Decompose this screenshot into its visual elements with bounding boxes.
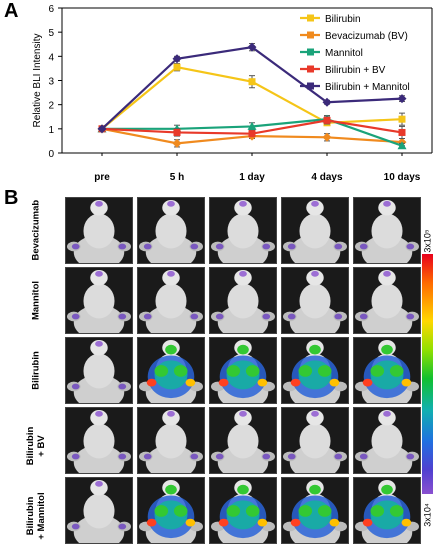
data-point [247,42,257,52]
mouse-bli-image [353,337,421,404]
mouse-bli-image [281,407,349,474]
row-label: Mannitol [30,280,42,321]
mouse-bli-image [65,407,133,474]
data-point [172,138,182,148]
panel-b-letter: B [4,187,19,209]
data-point [247,121,257,130]
colorbar [422,254,433,494]
legend-marker [307,82,314,90]
data-point [172,54,182,64]
data-point [322,97,332,107]
mouse-bli-image [209,197,277,264]
legend-label: Bevacizumab (BV) [325,31,408,42]
legend-label: Bilirubin [325,14,361,25]
mouse-bli-image [353,477,421,544]
mouse-bli-image [281,337,349,404]
data-point [398,115,406,123]
legend-label: Mannitol [325,48,363,59]
y-tick-label: 1 [48,125,54,136]
colorbar-min-label: 3x10⁴ [422,503,433,527]
y-tick-label: 4 [48,52,54,63]
mouse-bli-image [209,337,277,404]
y-tick-label: 6 [48,4,54,15]
colorbar-max-label: 3x10⁵ [422,229,433,253]
row-label: Bilirubin [30,351,42,390]
data-point [173,63,181,71]
y-tick-label: 2 [48,101,54,112]
data-point [323,116,331,124]
mouse-bli-image [209,267,277,334]
legend-marker [307,65,314,73]
x-tick-label: 5 h [170,172,184,183]
mouse-bli-image [65,337,133,404]
y-tick-label: 5 [48,28,54,39]
mouse-bli-image [281,267,349,334]
data-point [248,78,256,86]
mouse-bli-image [281,197,349,264]
mouse-bli-image [353,407,421,474]
mouse-bli-image [353,197,421,264]
row-label: Bevacizumab [30,199,42,261]
mouse-bli-image [137,337,205,404]
data-point [397,94,407,104]
panel-a-letter: A [4,0,19,22]
mouse-bli-image [65,267,133,334]
mouse-bli-image [137,267,205,334]
mouse-bli-image [137,407,205,474]
y-axis-label: Relative BLI Intensity [32,34,43,128]
mouse-bli-image [353,267,421,334]
row-label: Bilirubin + Mannitol [25,492,47,540]
x-tick-label: pre [94,172,110,183]
legend-marker [307,31,314,39]
mouse-bli-image [137,477,205,544]
y-tick-label: 3 [48,77,54,88]
legend-label: Bilirubin + Mannitol [325,82,410,93]
mouse-bli-image [209,477,277,544]
mouse-bli-image [281,477,349,544]
legend-label: Bilirubin + BV [325,65,386,76]
x-tick-label: 4 days [311,172,343,183]
x-tick-label: 1 day [239,172,265,183]
data-point [173,128,181,136]
line-chart: 0 1 2 3 4 5 6 Relative BLI Intensity pre 5 h 1 day… [32,4,433,183]
data-point [97,124,107,134]
mouse-bli-image [209,407,277,474]
data-point [397,141,407,150]
legend-marker [307,14,314,22]
mouse-bli-image [137,197,205,264]
row-label: Bilirubin + BV [25,426,47,466]
mouse-bli-image [65,477,133,544]
data-point [322,132,332,142]
data-point [248,130,256,138]
mouse-bli-image [65,197,133,264]
y-tick-label: 0 [48,149,54,160]
x-tick-label: 10 days [384,172,421,183]
legend-marker [307,48,314,56]
data-point [398,128,406,136]
